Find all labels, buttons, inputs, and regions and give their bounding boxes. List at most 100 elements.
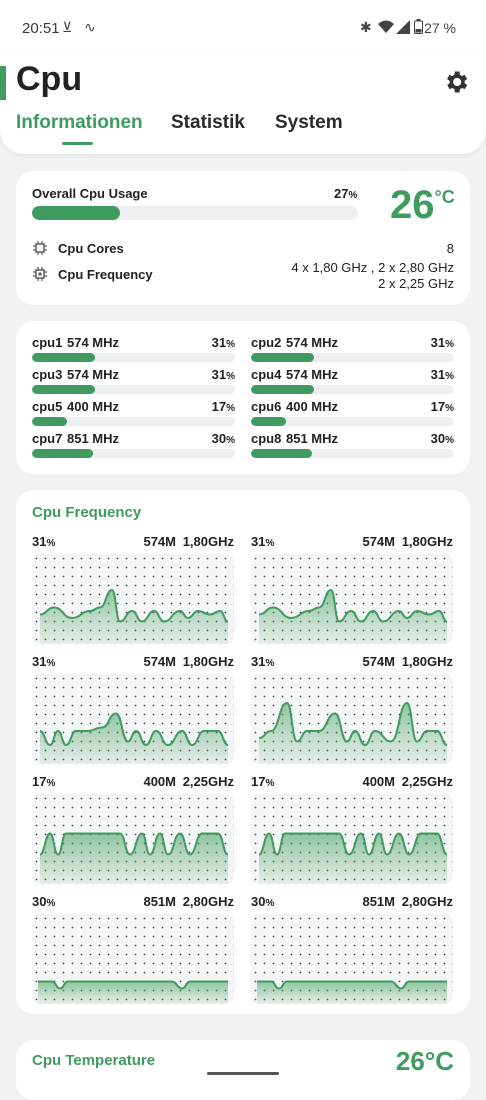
- temperature-section-value: 26°C: [395, 1046, 454, 1076]
- frequency-chart-4: 31% 574M 1,80GHz: [251, 654, 453, 766]
- chart-current-frequency: 851M: [143, 894, 176, 909]
- chart-max-frequency: 1,80GHz: [401, 534, 453, 549]
- core-usage-fill: [251, 417, 286, 426]
- settings-gear-icon[interactable]: [442, 68, 470, 96]
- page-title: Cpu: [16, 60, 83, 98]
- chart-max-frequency: 1,80GHz: [182, 654, 234, 669]
- chart-usage: 30%: [32, 894, 56, 909]
- core-name: cpu8: [251, 431, 282, 446]
- chart-current-frequency: 400M: [362, 774, 395, 789]
- sparkline-area: [40, 590, 228, 644]
- core-usage: 31%: [430, 335, 454, 350]
- app-header: Cpu Informationen Statistik System: [0, 56, 486, 154]
- frequency-sparkline: [32, 794, 234, 884]
- overall-usage-value: 27%: [334, 186, 358, 201]
- sparkline-line: [258, 588, 448, 623]
- frequency-section-title: Cpu Frequency: [32, 504, 142, 521]
- core-usage-fill: [32, 449, 93, 458]
- overall-usage-fill: [32, 206, 121, 220]
- core-usage-bar: [251, 385, 454, 394]
- sparkline-line: [257, 980, 447, 990]
- cpu-frequency-line1: 4 x 1,80 GHz , 2 x 2,80 GHz: [291, 260, 454, 275]
- core-frequency: 574 MHz: [67, 335, 120, 350]
- cpu-cores-value: 8: [446, 241, 454, 256]
- core-row-cpu2: cpu2 574 MHz 31%: [251, 335, 454, 365]
- core-usage-fill: [251, 449, 312, 458]
- chart-usage: 17%: [32, 774, 56, 789]
- chart-usage: 31%: [32, 534, 56, 549]
- tab-statistik[interactable]: Statistik: [171, 112, 245, 133]
- chart-max-frequency: 2,80GHz: [182, 894, 234, 909]
- frequency-sparkline: [32, 914, 234, 1004]
- frequency-chart-1: 31% 574M 1,80GHz: [32, 534, 234, 646]
- frequency-chart-8: 30% 851M 2,80GHz: [251, 894, 453, 1006]
- sparkline-area: [38, 981, 228, 1004]
- frequency-sparkline: [251, 914, 453, 1004]
- core-usage-card: cpu1 574 MHz 31% cpu2 574 MHz 31% cpu3 574 MHz 3…: [16, 321, 470, 474]
- cpu-cores-label: Cpu Cores: [58, 241, 124, 256]
- overall-usage-label: Overall Cpu Usage: [32, 186, 148, 201]
- overall-usage-bar: [32, 206, 358, 220]
- cpu-frequency-line2: 2 x 2,25 GHz: [378, 276, 454, 291]
- sparkline-line: [39, 588, 229, 623]
- tab-informationen[interactable]: Informationen: [16, 112, 143, 133]
- chart-max-frequency: 1,80GHz: [182, 534, 234, 549]
- core-usage-bar: [32, 417, 235, 426]
- frequency-chart-2: 31% 574M 1,80GHz: [251, 534, 453, 646]
- signal-icon: [396, 20, 410, 34]
- notification-icon: ⊻: [62, 19, 73, 35]
- core-usage: 31%: [430, 367, 454, 382]
- sparkline-area: [40, 833, 228, 884]
- core-name: cpu3: [32, 367, 63, 382]
- core-usage-fill: [251, 353, 314, 362]
- bluetooth-icon: ✱: [360, 19, 372, 35]
- core-name: cpu6: [251, 399, 282, 414]
- frequency-card: Cpu Frequency 31% 574M 1,80GHz 31% 574M 1,80G…: [16, 490, 470, 1014]
- core-usage-fill: [251, 385, 314, 394]
- chart-usage: 31%: [251, 534, 275, 549]
- chart-current-frequency: 574M: [362, 534, 395, 549]
- core-usage-bar: [32, 385, 235, 394]
- gesture-nav-handle[interactable]: [207, 1072, 279, 1075]
- cpu-frequency-icon: [33, 267, 47, 281]
- core-usage-fill: [32, 385, 95, 394]
- core-usage: 31%: [211, 367, 235, 382]
- chart-max-frequency: 2,25GHz: [182, 774, 234, 789]
- core-usage: 31%: [211, 335, 235, 350]
- core-frequency: 574 MHz: [286, 335, 339, 350]
- sparkline-line: [39, 832, 229, 856]
- overview-card: Overall Cpu Usage 27% 26°C Cpu Cores 8 C…: [16, 171, 470, 305]
- chart-usage: 30%: [251, 894, 275, 909]
- sparkline-line: [258, 832, 448, 856]
- chart-max-frequency: 1,80GHz: [401, 654, 453, 669]
- chart-max-frequency: 2,80GHz: [401, 894, 453, 909]
- core-name: cpu2: [251, 335, 282, 350]
- chart-usage: 31%: [32, 654, 56, 669]
- core-usage: 17%: [430, 399, 454, 414]
- battery-icon: [414, 19, 423, 34]
- core-frequency: 400 MHz: [286, 399, 339, 414]
- status-bar: 20:51 ⊻ ∿ ✱ 27 %: [0, 0, 486, 56]
- tab-system[interactable]: System: [275, 112, 343, 133]
- chart-current-frequency: 400M: [143, 774, 176, 789]
- core-row-cpu8: cpu8 851 MHz 30%: [251, 431, 454, 461]
- wifi-icon: [378, 20, 394, 33]
- sparkline-area: [259, 590, 447, 644]
- frequency-sparkline: [32, 674, 234, 764]
- battery-percent: 27 %: [424, 20, 456, 36]
- core-usage-bar: [32, 449, 235, 458]
- core-frequency: 574 MHz: [286, 367, 339, 382]
- chart-current-frequency: 574M: [362, 654, 395, 669]
- core-usage-fill: [32, 417, 67, 426]
- core-row-cpu7: cpu7 851 MHz 30%: [32, 431, 235, 461]
- core-row-cpu3: cpu3 574 MHz 31%: [32, 367, 235, 397]
- core-name: cpu7: [32, 431, 63, 446]
- pulse-icon: ∿: [84, 19, 96, 35]
- core-name: cpu4: [251, 367, 282, 382]
- frequency-chart-5: 17% 400M 2,25GHz: [32, 774, 234, 886]
- core-name: cpu1: [32, 335, 63, 350]
- sparkline-area: [257, 981, 447, 1004]
- status-time: 20:51: [22, 20, 60, 37]
- core-usage: 17%: [211, 399, 235, 414]
- core-usage-bar: [251, 353, 454, 362]
